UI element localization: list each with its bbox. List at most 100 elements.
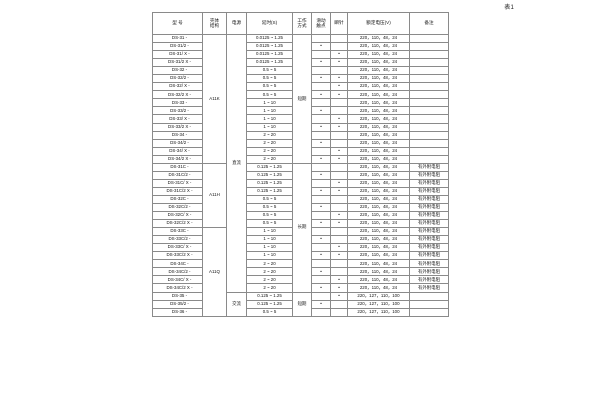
cell-case-group-a11q: A11Q bbox=[202, 227, 227, 317]
cell-model: DS-33/2 - bbox=[152, 106, 203, 116]
header-mode-line2: 方式 bbox=[297, 22, 307, 28]
cell-sliding-contact: • bbox=[311, 90, 331, 100]
cell-sliding-contact: • bbox=[311, 299, 331, 309]
cell-delay: 0.5 ~ 5 bbox=[246, 82, 293, 92]
cell-rated-voltage: 220，110，48，24 bbox=[347, 170, 410, 180]
cell-model: DS-34/2 - bbox=[152, 138, 203, 148]
cell-rated-voltage: 220，110，48，24 bbox=[347, 58, 410, 68]
cell-rated-voltage: 220，110，48，24 bbox=[347, 275, 410, 285]
cell-remarks bbox=[409, 74, 449, 84]
header-slide-line2: 触点 bbox=[316, 22, 326, 28]
cell-delay: 0.5 ~ 5 bbox=[246, 194, 293, 204]
cell-sliding-contact bbox=[311, 130, 331, 140]
cell-instant-contact: • bbox=[330, 178, 348, 188]
header-rated-voltage: 额定电压(V) bbox=[347, 12, 410, 35]
header-power-supply: 电源 bbox=[226, 12, 247, 35]
cell-instant-contact: • bbox=[330, 82, 348, 92]
cell-instant-contact: • bbox=[330, 283, 348, 293]
cell-rated-voltage: 220，110，48，24 bbox=[347, 259, 410, 269]
cell-sliding-contact: • bbox=[311, 42, 331, 52]
cell-instant-contact: • bbox=[330, 186, 348, 196]
cell-model: DS-34C - bbox=[152, 259, 203, 269]
cell-rated-voltage: 220，110，48，24 bbox=[347, 267, 410, 277]
cell-rated-voltage: 220，110，48，24 bbox=[347, 82, 410, 92]
cell-remarks bbox=[409, 66, 449, 76]
cell-instant-contact bbox=[330, 227, 348, 237]
cell-sliding-contact: • bbox=[311, 235, 331, 245]
cell-sliding-contact: • bbox=[311, 283, 331, 293]
cell-case-group-a11k: A11K bbox=[202, 34, 227, 164]
cell-remarks: 有外附电阻 bbox=[409, 267, 449, 277]
cell-instant-contact bbox=[330, 267, 348, 277]
header-mode-line1: 工作 bbox=[297, 17, 307, 23]
cell-remarks: 有外附电阻 bbox=[409, 170, 449, 180]
cell-model: DS-31C/2 X - bbox=[152, 186, 203, 196]
cell-instant-contact bbox=[330, 299, 348, 309]
cell-model: DS-32/2 - bbox=[152, 74, 203, 84]
cell-rated-voltage: 220，110，48，24 bbox=[347, 235, 410, 245]
cell-model: DS-33C/2 - bbox=[152, 235, 203, 245]
header-instant-contact: 瞬针 bbox=[330, 12, 348, 35]
cell-sliding-contact: • bbox=[311, 74, 331, 84]
cell-remarks: 有外附电阻 bbox=[409, 211, 449, 221]
cell-sliding-contact: • bbox=[311, 106, 331, 116]
cell-rated-voltage: 220，110，48，24 bbox=[347, 162, 410, 172]
table-row: DS-32C/2 - 0.5 ~ 5 • 220，110，48，24 有外附电阻 bbox=[152, 202, 449, 213]
header-model: 型 号 bbox=[152, 12, 203, 35]
cell-rated-voltage: 220，110，48，24 bbox=[347, 243, 410, 253]
cell-rated-voltage: 220，110，48，24 bbox=[347, 106, 410, 116]
cell-model: DS-32C/ X - bbox=[152, 211, 203, 221]
cell-delay: 0.125 ~ 1.25 bbox=[246, 170, 293, 180]
cell-instant-contact bbox=[330, 162, 348, 172]
cell-model: DS-34C/2 X - bbox=[152, 283, 203, 293]
cell-sliding-contact: • bbox=[311, 170, 331, 180]
cell-instant-contact bbox=[330, 194, 348, 204]
header-remarks: 备注 bbox=[409, 12, 449, 35]
cell-model: DS-33C/ X - bbox=[152, 243, 203, 253]
cell-delay: 1 ~ 10 bbox=[246, 122, 293, 132]
cell-sliding-contact bbox=[311, 66, 331, 76]
table-row: DS-36 - 0.5 ~ 5 220，127，110，100 bbox=[152, 307, 449, 317]
table-header: 型 号 壳体 结构 电源 延时(S) 工作 方式 滑动 触点 瞬针 额定电压(V… bbox=[152, 12, 449, 35]
cell-model: DS-33C/2 X - bbox=[152, 251, 203, 261]
cell-model: DS-33C - bbox=[152, 227, 203, 237]
cell-delay: 0.5 ~ 5 bbox=[246, 66, 293, 76]
header-case-structure: 壳体 结构 bbox=[202, 12, 227, 35]
cell-delay: 0.125 ~ 1.25 bbox=[246, 178, 293, 188]
cell-model: DS-32C - bbox=[152, 194, 203, 204]
cell-delay: 0.5 ~ 5 bbox=[246, 74, 293, 84]
cell-model: DS-31C - bbox=[152, 162, 203, 172]
cell-remarks: 有外附电阻 bbox=[409, 219, 449, 229]
cell-instant-contact bbox=[330, 259, 348, 269]
cell-remarks bbox=[409, 154, 449, 164]
cell-delay: 0.5 ~ 5 bbox=[246, 219, 293, 229]
cell-delay: 0.0125 ~ 1.25 bbox=[246, 33, 293, 44]
cell-instant-contact: • bbox=[330, 74, 348, 84]
cell-sliding-contact: • bbox=[311, 186, 331, 196]
cell-instant-contact bbox=[330, 130, 348, 140]
cell-instant-contact bbox=[330, 170, 348, 180]
cell-rated-voltage: 220，110，48，24 bbox=[347, 130, 410, 140]
cell-remarks bbox=[409, 90, 449, 100]
cell-instant-contact: • bbox=[330, 243, 348, 253]
cell-model: DS-34 - bbox=[152, 130, 203, 140]
cell-delay: 0.0125 ~ 1.25 bbox=[246, 58, 293, 68]
cell-sliding-contact: • bbox=[311, 58, 331, 68]
header-delay: 延时(S) bbox=[246, 12, 293, 35]
cell-rated-voltage: 220，110，48，24 bbox=[347, 50, 410, 60]
cell-rated-voltage: 220，110，48，24 bbox=[347, 74, 410, 84]
cell-delay: 2 ~ 20 bbox=[246, 283, 293, 293]
table-row: DS-32/ X - 0.5 ~ 5 • 220，110，48，24 bbox=[152, 82, 449, 92]
cell-rated-voltage: 220，110，48，24 bbox=[347, 227, 410, 237]
cell-rated-voltage: 220，110，48，24 bbox=[347, 251, 410, 261]
cell-sliding-contact bbox=[311, 50, 331, 60]
cell-model: DS-35 - bbox=[152, 291, 203, 301]
cell-model: DS-34C/ X - bbox=[152, 275, 203, 285]
cell-instant-contact bbox=[330, 307, 348, 317]
cell-instant-contact bbox=[330, 98, 348, 108]
cell-instant-contact: • bbox=[330, 275, 348, 285]
cell-model: DS-31 - bbox=[152, 33, 203, 44]
cell-model: DS-34/2 X - bbox=[152, 154, 203, 164]
cell-sliding-contact: • bbox=[311, 202, 331, 213]
cell-delay: 2 ~ 20 bbox=[246, 130, 293, 140]
